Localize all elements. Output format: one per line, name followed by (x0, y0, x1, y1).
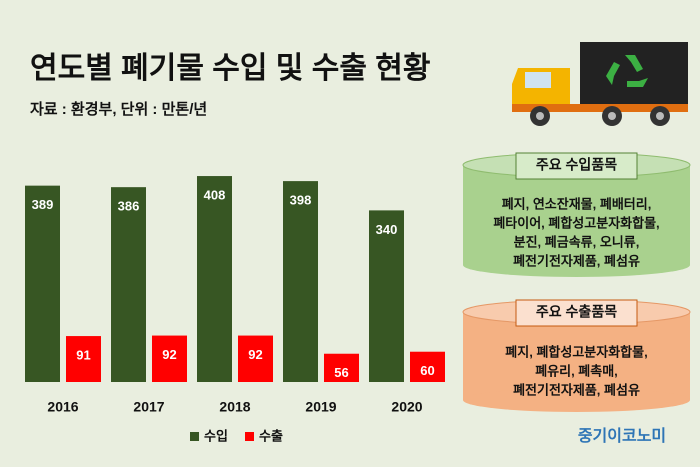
data-label: 56 (334, 365, 348, 380)
bar (66, 336, 101, 382)
bar (152, 335, 187, 382)
brand: 중기이코노미 (578, 427, 666, 445)
data-label: 92 (162, 347, 176, 362)
bar (197, 176, 232, 382)
bar (369, 210, 404, 382)
bar (324, 353, 359, 382)
data-label: 92 (248, 347, 262, 362)
data-label: 408 (204, 187, 226, 202)
panel-title: 주요 수입품목 (536, 157, 617, 173)
panel-line: 폐타이어, 폐합성고분자화합물, (493, 215, 659, 230)
legend-swatch (245, 432, 254, 441)
panel-line: 폐전기전자제품, 폐섬유 (513, 382, 640, 397)
truck-icon (512, 42, 688, 126)
data-label: 340 (376, 222, 398, 237)
x-tick-label: 2019 (305, 399, 336, 415)
x-tick-label: 2018 (219, 399, 250, 415)
bar (111, 187, 146, 382)
panel-line: 폐전기전자제품, 폐섬유 (513, 253, 640, 268)
data-label: 60 (420, 363, 434, 378)
legend-label: 수입 (204, 428, 228, 443)
panel-line: 폐지, 연소잔재물, 폐배터리, (502, 196, 652, 211)
panel-line: 폐지, 폐합성고분자화합물, (505, 344, 647, 359)
panel-line: 폐유리, 폐촉매, (535, 363, 618, 378)
bar (283, 181, 318, 382)
legend-label: 수출 (259, 428, 283, 443)
data-label: 398 (290, 193, 312, 208)
chart-subtitle: 자료 : 환경부, 단위 : 만톤/년 (30, 100, 207, 118)
data-label: 389 (32, 197, 54, 212)
import-panel: 주요 수입품목 폐지, 연소잔재물, 폐배터리, 폐타이어, 폐합성고분자화합물,… (462, 152, 691, 277)
data-label: 386 (118, 199, 140, 214)
export-panel: 주요 수출품목 폐지, 폐합성고분자화합물, 폐유리, 폐촉매, 폐전기전자제품, … (462, 299, 691, 412)
data-label: 91 (76, 348, 90, 363)
bar (25, 185, 60, 382)
legend-swatch (190, 432, 199, 441)
chart-title: 연도별 폐기물 수입 및 수출 현황 (30, 52, 430, 85)
panel-line: 분진, 폐금속류, 오니류, (514, 234, 640, 249)
bar (410, 351, 445, 382)
bar (238, 335, 273, 382)
panel-title: 주요 수출품목 (536, 304, 617, 320)
x-tick-label: 2016 (47, 399, 78, 415)
x-tick-label: 2017 (133, 399, 164, 415)
x-tick-label: 2020 (391, 399, 422, 415)
